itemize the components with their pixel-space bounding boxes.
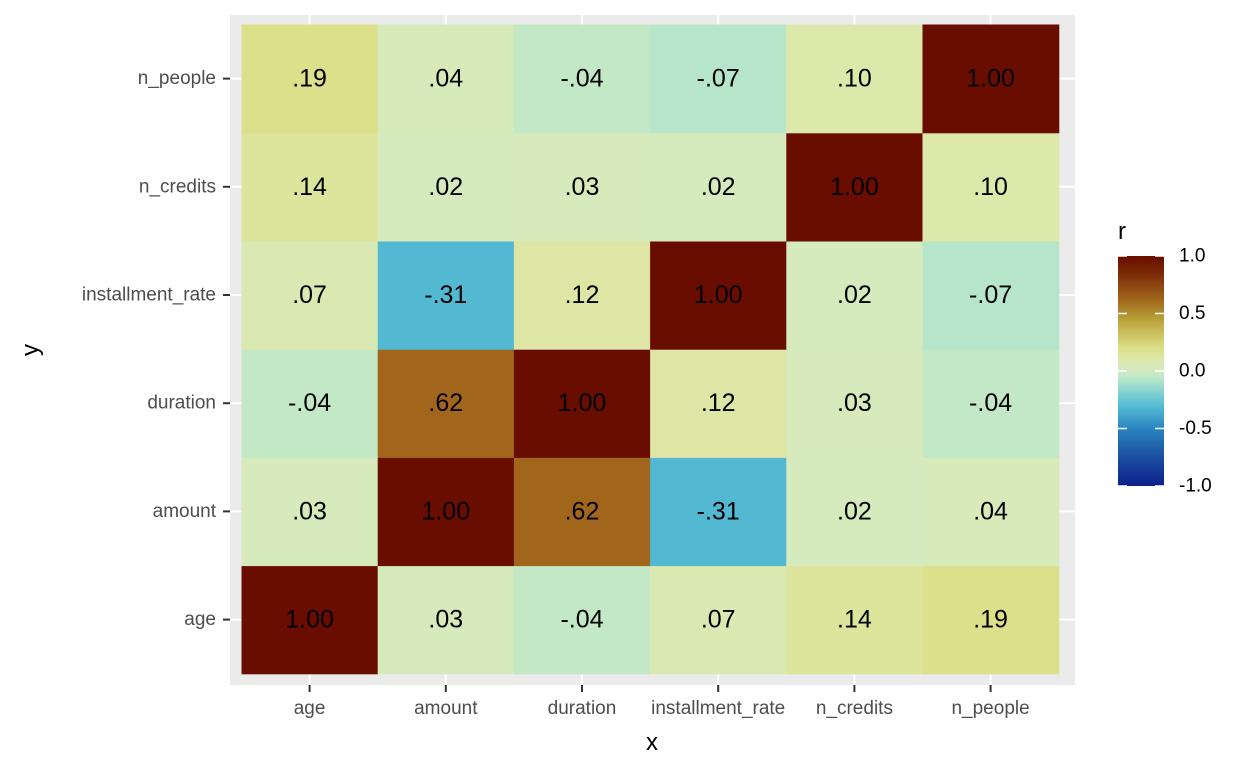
y-tick-label-age: age bbox=[184, 609, 216, 630]
x-tick-label-installment_rate: installment_rate bbox=[651, 698, 785, 719]
y-tick-label-duration: duration bbox=[147, 393, 216, 414]
cell-label-duration-installment_rate: .12 bbox=[565, 281, 600, 309]
heatmap-cell-duration-duration bbox=[513, 349, 651, 458]
y-tick-label-installment_rate: installment_rate bbox=[82, 285, 216, 306]
heatmap-cell-n_people-n_people bbox=[922, 24, 1060, 134]
heatmap-cell-age-amount bbox=[241, 457, 379, 567]
cell-label-duration-n_people: -.04 bbox=[560, 65, 603, 93]
heatmap-cells bbox=[241, 24, 1060, 675]
cell-label-n_people-n_credits: .10 bbox=[973, 173, 1008, 201]
heatmap-cell-age-n_credits bbox=[241, 132, 379, 242]
cell-label-duration-age: -.04 bbox=[560, 606, 603, 634]
heatmap-cell-duration-n_credits bbox=[513, 132, 651, 242]
cell-label-age-duration: -.04 bbox=[288, 389, 331, 417]
cell-label-amount-age: .03 bbox=[428, 606, 463, 634]
cell-label-n_credits-n_people: .10 bbox=[837, 65, 872, 93]
cell-label-installment_rate-amount: -.31 bbox=[697, 497, 740, 525]
heatmap-cell-n_people-age bbox=[922, 565, 1060, 675]
y-tick-label-n_credits: n_credits bbox=[139, 176, 216, 197]
legend-tick-label-1: 0.5 bbox=[1179, 303, 1205, 324]
cell-label-amount-duration: .62 bbox=[428, 389, 463, 417]
cell-label-installment_rate-n_credits: .02 bbox=[701, 173, 736, 201]
heatmap-cell-installment_rate-age bbox=[650, 565, 787, 675]
heatmap-cell-n_credits-n_people bbox=[786, 24, 924, 134]
y-axis-title: y bbox=[17, 344, 44, 356]
cell-label-age-installment_rate: .07 bbox=[292, 281, 327, 309]
legend-tick-label-4: -1.0 bbox=[1179, 476, 1212, 497]
heatmap-cell-n_people-installment_rate bbox=[922, 240, 1060, 350]
heatmap-cell-amount-n_people bbox=[377, 24, 515, 134]
heatmap-cell-installment_rate-installment_rate bbox=[650, 240, 787, 350]
cell-label-n_people-age: .19 bbox=[973, 606, 1008, 634]
cell-label-n_people-duration: -.04 bbox=[969, 389, 1012, 417]
heatmap-cell-amount-n_credits bbox=[377, 132, 515, 242]
heatmap-cell-duration-n_people bbox=[513, 24, 651, 134]
heatmap-cell-duration-age bbox=[513, 565, 651, 675]
x-tick-label-age: age bbox=[294, 698, 326, 719]
x-tick-label-duration: duration bbox=[548, 698, 617, 719]
cell-label-installment_rate-age: .07 bbox=[701, 606, 736, 634]
cell-label-n_credits-age: .14 bbox=[837, 606, 872, 634]
heatmap-cell-age-duration bbox=[241, 349, 379, 458]
heatmap-cell-amount-installment_rate bbox=[377, 240, 515, 350]
heatmap-cell-n_credits-age bbox=[786, 565, 924, 675]
heatmap-cell-installment_rate-n_credits bbox=[650, 132, 787, 242]
heatmap-cell-amount-amount bbox=[377, 457, 515, 567]
heatmap-cell-installment_rate-amount bbox=[650, 457, 787, 567]
cell-label-amount-installment_rate: -.31 bbox=[424, 281, 467, 309]
cell-label-n_credits-installment_rate: .02 bbox=[837, 281, 872, 309]
cell-label-age-age: 1.00 bbox=[285, 606, 334, 634]
cell-label-installment_rate-n_people: -.07 bbox=[697, 65, 740, 93]
heatmap-cell-duration-amount bbox=[513, 457, 651, 567]
cell-label-n_credits-n_credits: 1.00 bbox=[830, 173, 879, 201]
cell-label-age-n_people: .19 bbox=[292, 65, 327, 93]
heatmap-cell-amount-age bbox=[377, 565, 515, 675]
heatmap-cell-installment_rate-n_people bbox=[650, 24, 787, 134]
legend-tick-label-3: -0.5 bbox=[1179, 418, 1212, 439]
heatmap-cell-n_people-amount bbox=[922, 457, 1060, 567]
cell-label-amount-n_credits: .02 bbox=[428, 173, 463, 201]
cell-label-duration-amount: .62 bbox=[565, 497, 600, 525]
heatmap-cell-n_people-n_credits bbox=[922, 132, 1060, 242]
heatmap-cell-amount-duration bbox=[377, 349, 515, 458]
heatmap-cell-duration-installment_rate bbox=[513, 240, 651, 350]
x-tick-label-n_credits: n_credits bbox=[816, 698, 893, 719]
y-tick-label-amount: amount bbox=[153, 501, 217, 522]
cell-label-age-n_credits: .14 bbox=[292, 173, 327, 201]
x-tick-label-n_people: n_people bbox=[951, 698, 1029, 719]
legend-title: r bbox=[1118, 218, 1126, 245]
legend-tick-label-2: 0.0 bbox=[1179, 361, 1205, 382]
cell-label-n_credits-duration: .03 bbox=[837, 389, 872, 417]
color-legend: r 1.0 0.5 0.0 -0.5 -1.0 bbox=[1118, 218, 1212, 497]
heatmap-cell-age-age bbox=[241, 565, 379, 675]
cell-label-n_people-amount: .04 bbox=[973, 497, 1008, 525]
heatmap-cell-n_credits-installment_rate bbox=[786, 240, 924, 350]
cell-label-n_people-n_people: 1.00 bbox=[966, 65, 1015, 93]
axes: age amount duration installment_rate n_credi… bbox=[82, 68, 1030, 719]
cell-label-installment_rate-duration: .12 bbox=[701, 389, 736, 417]
cell-label-n_credits-amount: .02 bbox=[837, 497, 872, 525]
cell-label-n_people-installment_rate: -.07 bbox=[969, 281, 1012, 309]
heatmap-cell-n_people-duration bbox=[922, 349, 1060, 458]
heatmap-cell-age-n_people bbox=[241, 24, 379, 134]
x-axis-title: x bbox=[646, 729, 658, 756]
heatmap-cell-n_credits-amount bbox=[786, 457, 924, 567]
x-tick-label-amount: amount bbox=[414, 698, 478, 719]
cell-label-duration-duration: 1.00 bbox=[558, 389, 607, 417]
cell-label-age-amount: .03 bbox=[292, 497, 327, 525]
cell-label-amount-n_people: .04 bbox=[428, 65, 463, 93]
legend-tick-label-0: 1.0 bbox=[1179, 246, 1205, 267]
cell-label-installment_rate-installment_rate: 1.00 bbox=[694, 281, 743, 309]
heatmap-cell-n_credits-n_credits bbox=[786, 132, 924, 242]
heatmap-cell-installment_rate-duration bbox=[650, 349, 787, 458]
cell-label-amount-amount: 1.00 bbox=[421, 497, 470, 525]
y-tick-label-n_people: n_people bbox=[138, 68, 216, 89]
heatmap-cell-age-installment_rate bbox=[241, 240, 379, 350]
cell-label-duration-n_credits: .03 bbox=[565, 173, 600, 201]
heatmap-cell-labels: 1.00 .03 -.04 .07 .14 .19 .03 1.00 .62 -.31 .02 .04… bbox=[285, 65, 1015, 634]
heatmap-cell-n_credits-duration bbox=[786, 349, 924, 458]
